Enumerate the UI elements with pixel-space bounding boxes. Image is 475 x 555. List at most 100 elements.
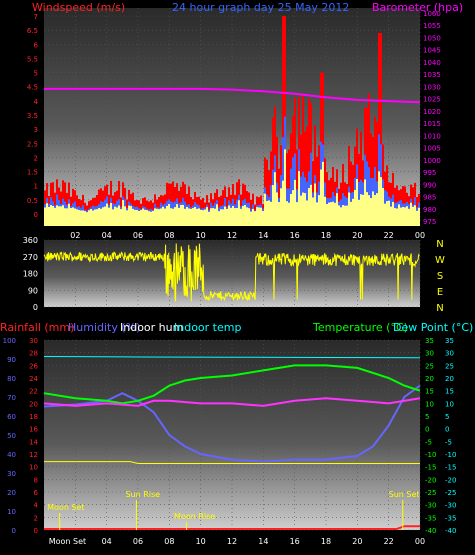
dewpoint-tick-label: -15 (445, 464, 456, 472)
rainfall-tick-label: 18 (29, 413, 38, 421)
low-bar (94, 209, 96, 226)
low-bar (72, 207, 74, 226)
low-bar (88, 210, 90, 226)
low-bar (158, 209, 160, 226)
rainfall-tick-label: 30 (29, 337, 38, 345)
low-bar (400, 207, 402, 226)
time-tick-label: 20 (352, 231, 362, 240)
low-bar (178, 207, 180, 226)
low-bar (302, 192, 304, 226)
dewpoint-tick-label: -35 (445, 514, 456, 522)
gust-bar (276, 136, 278, 226)
low-bar (210, 208, 212, 226)
low-bar (156, 208, 158, 226)
low-bar (296, 202, 298, 226)
windspeed-tick-label: 0.5 (27, 197, 38, 205)
barometer-tick-label: 1025 (423, 96, 441, 104)
low-bar (376, 193, 378, 226)
time-tick-label: 02 (70, 231, 80, 240)
low-bar (382, 187, 384, 226)
temperature-tick-label: 25 (425, 362, 434, 370)
low-bar (202, 210, 204, 226)
barometer-tick-label: 1055 (423, 22, 441, 30)
wind-panel: 0 0.5 1 1.5 2 2.5 3 3.5 4 4.5 5 5.5 6 6.5 7 975 980 985 9… (27, 1, 463, 240)
low-bar (172, 208, 174, 226)
windspeed-tick-label: 5.5 (27, 55, 38, 63)
barometer-tick-label: 1060 (423, 10, 441, 18)
low-bar (184, 208, 186, 226)
low-bar (342, 205, 344, 226)
low-bar (196, 208, 198, 226)
low-bar (214, 208, 216, 226)
low-bar (394, 208, 396, 226)
low-bar (392, 201, 394, 226)
dewpoint-tick-label: -5 (445, 438, 452, 446)
dewpoint-tick-label: 20 (445, 375, 454, 383)
low-bar (272, 185, 274, 226)
low-bar (228, 205, 230, 226)
low-bar (398, 204, 400, 226)
low-bar (384, 203, 386, 226)
barometer-tick-label: 1015 (423, 120, 441, 128)
low-bar (140, 210, 142, 226)
windspeed-tick-label: 1 (34, 183, 38, 191)
low-bar (290, 193, 292, 226)
time-tick-label: 18 (321, 537, 331, 546)
low-bar (154, 208, 156, 226)
low-bar (226, 208, 228, 226)
low-bar (252, 208, 254, 226)
series-dew-point-c- (43, 397, 421, 407)
low-bar (132, 208, 134, 226)
legend-humidity: Humidity (%) (68, 321, 140, 334)
barometer-tick-label: 1000 (423, 157, 441, 165)
low-bar (270, 201, 272, 226)
low-bar (86, 212, 88, 226)
rainfall-tick-label: 24 (29, 375, 38, 383)
windspeed-tick-label: 4 (34, 98, 39, 106)
compass-label: W (435, 255, 445, 266)
temperature-tick-label: 0 (425, 426, 429, 434)
time-tick-label: 00 (415, 537, 425, 546)
low-bar (106, 203, 108, 226)
low-bar (282, 180, 284, 226)
low-bar (322, 161, 324, 226)
low-bar (198, 208, 200, 226)
time-tick-label: 10 (196, 537, 206, 546)
low-bar (286, 201, 288, 226)
direction-tick-label: 180 (23, 270, 38, 279)
low-bar (50, 205, 52, 226)
temperature-tick-label: -40 (425, 527, 436, 535)
low-bar (276, 192, 278, 226)
low-bar (218, 211, 220, 226)
time-tick-label: 08 (164, 231, 174, 240)
time-tick-label: 14 (258, 537, 268, 546)
windspeed-tick-label: 2.5 (27, 140, 38, 148)
time-tick-label: 16 (290, 231, 300, 240)
rainfall-tick-label: 28 (29, 350, 38, 358)
low-bar (338, 205, 340, 226)
windspeed-tick-label: 2 (34, 154, 38, 162)
legend-indoor-hum: Indoor hum (120, 321, 183, 334)
gust-bar (376, 121, 378, 226)
low-bar (100, 208, 102, 226)
time-tick-label: 12 (227, 537, 237, 546)
low-bar (112, 209, 114, 226)
windspeed-tick-label: 6.5 (27, 27, 38, 35)
time-tick-label: Moon Set (49, 537, 86, 546)
low-bar (298, 171, 300, 226)
low-bar (310, 184, 312, 226)
humidity-tick-label: 20 (7, 489, 16, 497)
low-bar (104, 206, 106, 226)
low-bar (134, 209, 136, 226)
low-bar (380, 177, 382, 226)
low-bar (332, 201, 334, 226)
time-tick-label: 04 (102, 231, 112, 240)
barometer-tick-label: 1035 (423, 71, 441, 79)
gust-bar (348, 145, 350, 226)
low-bar (360, 194, 362, 226)
low-bar (174, 207, 176, 226)
low-bar (212, 208, 214, 226)
windspeed-tick-label: 3 (34, 126, 38, 134)
windspeed-tick-label: 1.5 (27, 169, 38, 177)
low-bar (336, 193, 338, 226)
